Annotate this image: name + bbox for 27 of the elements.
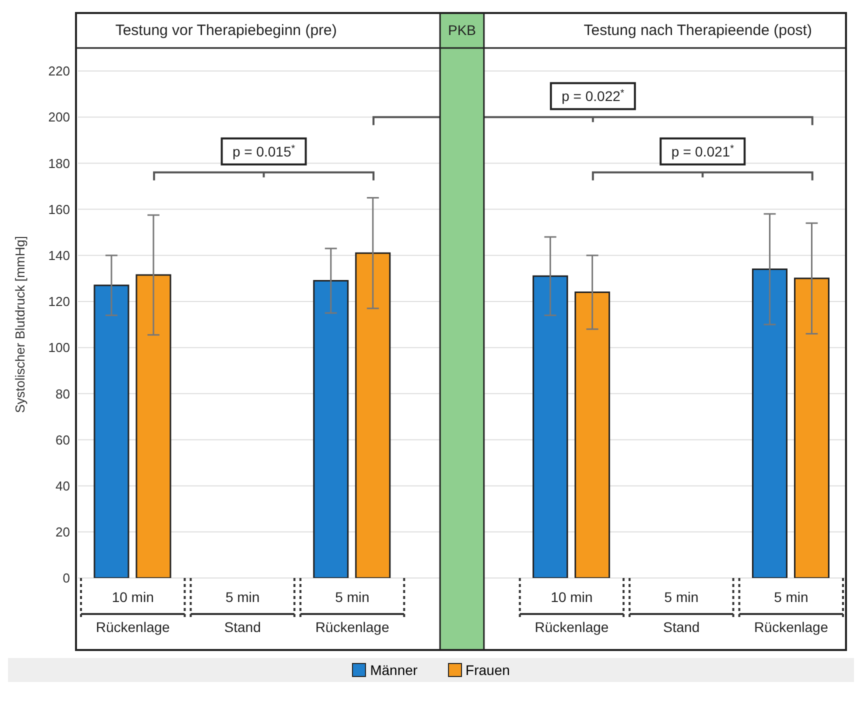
y-tick-label: 220 [48,64,70,79]
y-tick-label: 60 [56,432,70,448]
annotation: p = 0.015$^{*}$ [232,142,296,160]
x-tick-label: 5 min Rückenlage [315,589,390,635]
annotation: p = 0.022$^{*}$ [562,88,624,104]
legend-label: Frauen [464,662,510,678]
y-tick-label: 200 [48,110,70,125]
text: Testung vor Therapiebeginn (pre) [115,22,337,39]
y-tick-label: 160 [48,202,70,217]
y-tick-label: 80 [56,386,70,402]
y-tick-label: 0 [62,570,70,586]
y-tick-label: 40 [56,478,70,494]
annotation: p = 0.021$^{*}$ [671,142,734,160]
x-tick-label: 10 min Rückenlage [96,589,170,635]
legend-label: Männer [369,662,418,678]
y-tick-label: 20 [56,524,70,540]
x-tick-label: PKB [448,22,476,38]
x-tick-label: 5 min Rückenlage [754,589,828,635]
x-tick-label: 10 min Rückenlage [534,589,609,635]
y-tick-label: 140 [48,248,70,264]
y-tick-label: 120 [48,294,70,310]
y-tick-label: 100 [48,340,70,356]
y-axis-title: Systolischer Blutdruck [mmHg] [12,236,28,413]
text: Testung nach Therapieende (post) [584,22,812,39]
x-tick-label: 5 min Stand [663,589,700,635]
y-tick-label: 180 [48,156,70,171]
x-tick-label: 5 min Stand [224,589,261,635]
